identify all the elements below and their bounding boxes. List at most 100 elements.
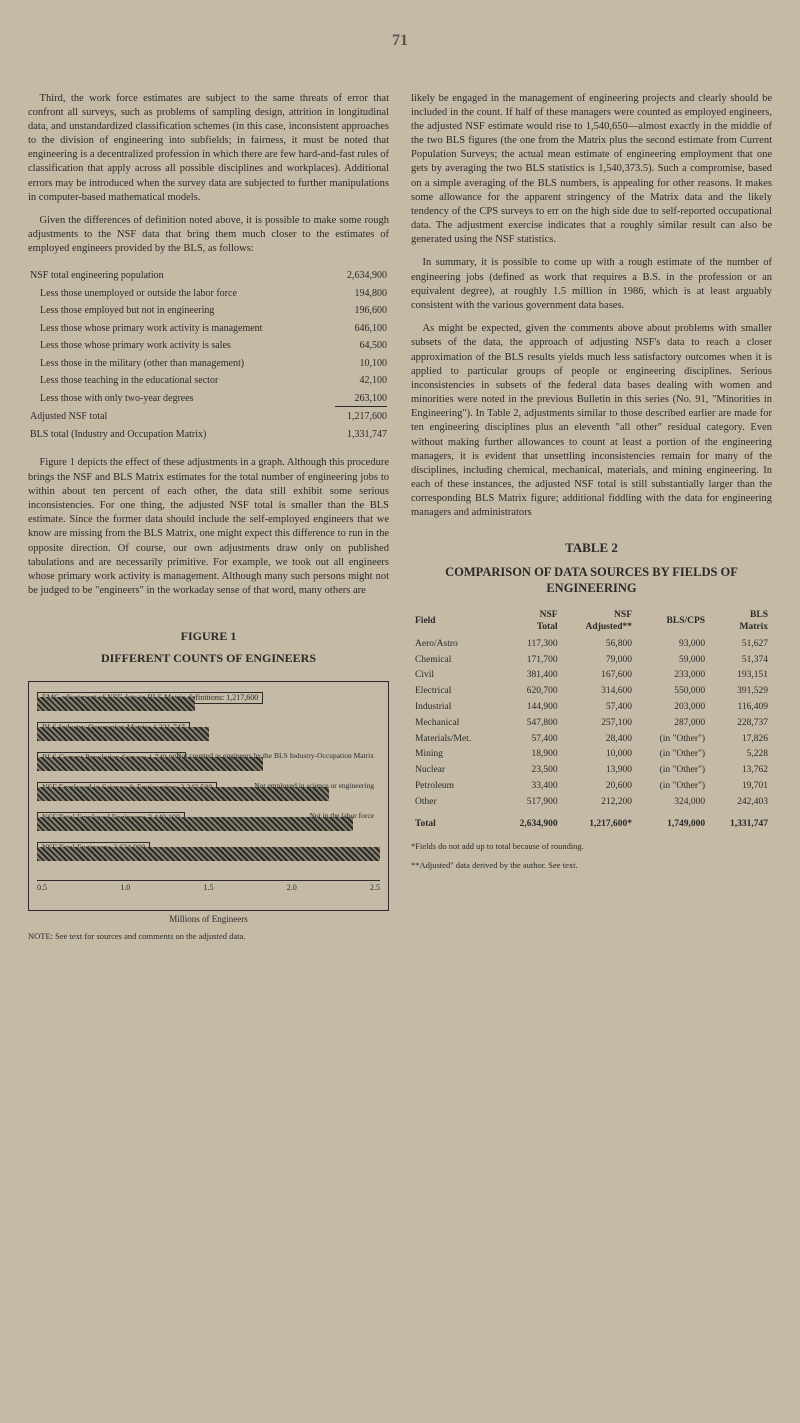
table-cell: 193,151 — [709, 668, 772, 684]
table-cell: 620,700 — [499, 684, 562, 700]
table-cell: Civil — [411, 668, 499, 684]
table-cell: 13,900 — [562, 763, 636, 779]
table-cell: Industrial — [411, 700, 499, 716]
body-paragraph: Given the differences of definition note… — [28, 214, 389, 257]
two-column-layout: Third, the work force estimates are subj… — [28, 92, 772, 943]
table-cell: 117,300 — [499, 636, 562, 652]
table-row: Mechanical547,800257,100287,000228,737 — [411, 715, 772, 731]
body-paragraph: likely be engaged in the management of e… — [411, 92, 772, 248]
table-cell: 5,228 — [709, 747, 772, 763]
table-row: NSF total engineering population2,634,90… — [30, 268, 387, 284]
table-row: Electrical620,700314,600550,000391,529 — [411, 684, 772, 700]
table2-title: TABLE 2 — [411, 539, 772, 557]
figure-bar-note: Not counted as engineers by the BLS Indu… — [176, 752, 374, 760]
table-cell: 13,762 — [709, 763, 772, 779]
table-cell: (in "Other") — [636, 763, 709, 779]
figure-bar — [37, 697, 195, 711]
table-cell: (in "Other") — [636, 779, 709, 795]
table-cell: 79,000 — [562, 652, 636, 668]
table-cell: Mining — [411, 747, 499, 763]
table-cell: 51,374 — [709, 652, 772, 668]
table-cell: 287,000 — [636, 715, 709, 731]
figure-tick: 2.5 — [370, 883, 380, 894]
table-cell: Electrical — [411, 684, 499, 700]
table-cell: 93,000 — [636, 636, 709, 652]
table-row: Petroleum33,40020,600(in "Other")19,701 — [411, 779, 772, 795]
table2-heading: COMPARISON OF DATA SOURCES BY FIELDS OF … — [411, 564, 772, 597]
table-cell: 23,500 — [499, 763, 562, 779]
table-cell: 203,000 — [636, 700, 709, 716]
figure-tick: 1.0 — [120, 883, 130, 894]
table-row: Other517,900212,200324,000242,403 — [411, 794, 772, 810]
body-paragraph: Figure 1 depicts the effect of these adj… — [28, 456, 389, 598]
table-cell: 1,749,000 — [636, 810, 709, 832]
table-cell: Chemical — [411, 652, 499, 668]
table-cell: 57,400 — [562, 700, 636, 716]
page-number: 71 — [28, 30, 772, 52]
figure-bar — [37, 727, 209, 741]
table-cell: 381,400 — [499, 668, 562, 684]
table-row: Less those teaching in the educational s… — [30, 373, 387, 389]
figure-bar-row: BLS Current Population Survey: 1,749,000… — [37, 752, 380, 778]
table-row: Materials/Met.57,40028,400(in "Other")17… — [411, 731, 772, 747]
table-cell: 51,627 — [709, 636, 772, 652]
table-cell: 28,400 — [562, 731, 636, 747]
table-row: Less those employed but not in engineeri… — [30, 303, 387, 319]
table-cell: 116,409 — [709, 700, 772, 716]
table-row: Mining18,90010,000(in "Other")5,228 — [411, 747, 772, 763]
table-cell: 2,634,900 — [499, 810, 562, 832]
table-header-cell: NSFTotal — [499, 607, 562, 637]
table-cell: 171,700 — [499, 652, 562, 668]
table-cell: (in "Other") — [636, 731, 709, 747]
left-column: Third, the work force estimates are subj… — [28, 92, 389, 943]
table-cell: 56,800 — [562, 636, 636, 652]
figure-bar-row: NSF Employed in Science & Engineering: 2… — [37, 782, 380, 808]
figure-bar-note: Not employed in science or engineering — [254, 782, 374, 790]
table-row: Adjusted NSF total1,217,600 — [30, 409, 387, 425]
table-row: Less those in the military (other than m… — [30, 356, 387, 372]
figure-tick: 2.0 — [287, 883, 297, 894]
table-cell: 314,600 — [562, 684, 636, 700]
body-paragraph: In summary, it is possible to come up wi… — [411, 256, 772, 313]
table-cell: 19,701 — [709, 779, 772, 795]
figure-bar — [37, 847, 380, 861]
table-cell: 20,600 — [562, 779, 636, 795]
figure-subtitle: DIFFERENT COUNTS OF ENGINEERS — [28, 650, 389, 666]
figure-tick: 0.5 — [37, 883, 47, 894]
table2-footnote: **Adjusted" data derived by the author. … — [411, 860, 772, 871]
figure-tick: 1.5 — [204, 883, 214, 894]
table-cell: 167,600 — [562, 668, 636, 684]
table-row: Less those whose primary work activity i… — [30, 338, 387, 354]
table2-data: FieldNSFTotalNSFAdjusted**BLS/CPSBLSMatr… — [411, 607, 772, 833]
figure-bar-row: BLS Industry-Occupation Matrix: 1,331,74… — [37, 722, 380, 748]
figure-bar — [37, 817, 353, 831]
table-cell: 144,900 — [499, 700, 562, 716]
table-cell: 257,100 — [562, 715, 636, 731]
table-cell: Petroleum — [411, 779, 499, 795]
table-cell: 10,000 — [562, 747, 636, 763]
figure-title: FIGURE 1 — [28, 628, 389, 644]
right-column: likely be engaged in the management of e… — [411, 92, 772, 943]
table-cell: 550,000 — [636, 684, 709, 700]
table-cell: 242,403 — [709, 794, 772, 810]
figure-bar-row: NSF Total Employed Engineers: 2,440,100N… — [37, 812, 380, 838]
table-header-cell: BLS/CPS — [636, 607, 709, 637]
table-cell: Other — [411, 794, 499, 810]
table-cell: 59,000 — [636, 652, 709, 668]
figure-x-label: Millions of Engineers — [28, 913, 389, 925]
table-cell: 18,900 — [499, 747, 562, 763]
figure-bar-row: EMC adjustment of NSF data to BLS Matrix… — [37, 692, 380, 718]
table-cell: 228,737 — [709, 715, 772, 731]
table-cell: 324,000 — [636, 794, 709, 810]
table-cell: Mechanical — [411, 715, 499, 731]
table-row: Nuclear23,50013,900(in "Other")13,762 — [411, 763, 772, 779]
table-cell: 233,000 — [636, 668, 709, 684]
figure-1-chart: EMC adjustment of NSF data to BLS Matrix… — [28, 681, 389, 911]
table-row: Aero/Astro117,30056,80093,00051,627 — [411, 636, 772, 652]
table-cell: 1,331,747 — [709, 810, 772, 832]
table-row: BLS total (Industry and Occupation Matri… — [30, 427, 387, 443]
table-cell: 1,217,600* — [562, 810, 636, 832]
table-cell: 547,800 — [499, 715, 562, 731]
table-row: Chemical171,70079,00059,00051,374 — [411, 652, 772, 668]
table-cell: 17,826 — [709, 731, 772, 747]
